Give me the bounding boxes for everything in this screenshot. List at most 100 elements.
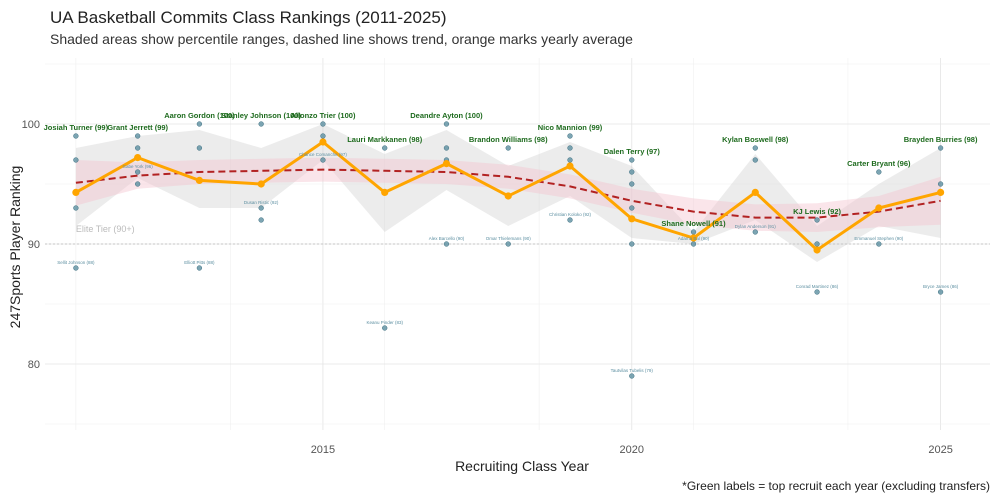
player-label: Christian Koloko (92) <box>549 212 592 217</box>
average-point <box>875 204 883 212</box>
player-label: Omar Thielemans (90) <box>486 236 531 241</box>
player-point <box>320 133 326 139</box>
player-point <box>567 145 573 151</box>
chart-title: UA Basketball Commits Class Rankings (20… <box>50 8 447 27</box>
player-point <box>382 145 388 151</box>
player-point <box>505 145 511 151</box>
top-recruit-label: Stanley Johnson (100) <box>221 111 301 120</box>
y-tick-label: 90 <box>28 239 40 251</box>
player-point <box>320 157 326 163</box>
average-point <box>751 188 759 196</box>
player-label: Conrad Martinez (86) <box>796 284 839 289</box>
player-point <box>814 241 820 247</box>
player-point <box>752 229 758 235</box>
player-point <box>876 241 882 247</box>
average-point <box>381 188 389 196</box>
player-point <box>937 145 944 151</box>
x-tick-label: 2020 <box>620 444 644 456</box>
player-labels: Josiah Turner (99) Sellit Johnson (88) Gra… <box>44 111 978 373</box>
average-point <box>72 188 80 196</box>
player-point <box>73 133 79 139</box>
trend-path <box>75 168 941 219</box>
top-recruit-label: Brayden Burries (98) <box>904 135 978 144</box>
player-point <box>752 145 758 151</box>
average-point <box>813 246 821 254</box>
player-point <box>629 205 635 211</box>
player-label: Bryce James (86) <box>923 284 959 289</box>
player-point <box>73 265 79 271</box>
average-point <box>319 138 327 146</box>
player-point <box>505 241 511 247</box>
player-point <box>258 217 264 223</box>
player-label: Adama Bal (90) <box>678 236 710 241</box>
player-point <box>629 241 635 247</box>
top-recruit-label: Lauri Markkanen (98) <box>347 135 423 144</box>
player-point <box>567 217 573 223</box>
top-recruit-label: Deandre Ayton (100) <box>410 111 483 120</box>
x-tick-label: 2025 <box>928 444 952 456</box>
y-axis-title: 247Sports Player Ranking <box>7 166 23 329</box>
y-tick-label: 100 <box>22 119 40 131</box>
average-point <box>689 234 698 242</box>
average-point <box>936 188 945 196</box>
player-label: Sellit Johnson (88) <box>57 260 95 265</box>
player-label: Dusan Ristic (92) <box>244 200 279 205</box>
player-point <box>443 241 450 247</box>
top-recruit-label: Aaron Gordon (100) <box>164 111 235 120</box>
player-point <box>134 133 141 139</box>
y-tick-label: 80 <box>28 359 40 371</box>
top-recruit-label: Allonzo Trier (100) <box>290 111 356 120</box>
average-point <box>566 162 574 170</box>
player-point <box>196 145 203 151</box>
player-point <box>814 289 820 295</box>
player-label: Keanu Pinder (83) <box>366 320 403 325</box>
average-point <box>257 180 265 188</box>
player-label: Tautvilas Tubelis (79) <box>611 368 654 373</box>
player-label: Gabe York (96) <box>123 164 154 169</box>
elite-tier-label: Elite Tier (90+) <box>76 224 135 234</box>
top-recruit-label: Brandon Williams (98) <box>469 135 548 144</box>
average-point <box>134 154 142 162</box>
player-point <box>752 157 758 163</box>
axis-ticks: 2015 2020 2025 80 90 100 <box>22 119 953 456</box>
player-point <box>258 121 264 127</box>
player-point <box>629 181 635 187</box>
player-point <box>814 217 820 223</box>
top-recruit-label: Grant Jerrett (99) <box>107 123 168 132</box>
player-point <box>258 205 264 211</box>
player-label: Dylan Anderson (91) <box>735 224 777 229</box>
player-label: Emmanuel Stephen (90) <box>854 236 903 241</box>
average-point <box>504 192 512 200</box>
player-point <box>629 157 635 163</box>
average-point <box>195 176 204 184</box>
top-recruit-label: Shane Nowell (91) <box>661 219 726 228</box>
top-recruit-label: Dalen Terry (97) <box>604 147 661 156</box>
player-point <box>443 121 450 127</box>
player-point <box>134 181 141 187</box>
trend-line <box>75 168 941 219</box>
top-recruit-label: Nico Mannion (99) <box>538 123 603 132</box>
x-tick-label: 2015 <box>311 444 335 456</box>
top-recruit-label: KJ Lewis (92) <box>793 207 841 216</box>
player-point <box>629 373 635 379</box>
player-point <box>937 289 944 295</box>
player-point <box>690 241 697 247</box>
player-label: Alex Barcello (90) <box>429 236 465 241</box>
chart-subtitle: Shaded areas show percentile ranges, das… <box>50 31 633 47</box>
top-recruit-label: Kylan Boswell (98) <box>722 135 789 144</box>
player-point <box>134 169 141 175</box>
player-point <box>567 133 573 139</box>
player-point <box>196 265 203 271</box>
player-point <box>320 121 326 127</box>
player-point <box>73 157 79 163</box>
player-point <box>443 145 450 151</box>
player-point <box>690 229 697 235</box>
x-axis-title: Recruiting Class Year <box>455 458 589 474</box>
player-point <box>876 169 882 175</box>
top-recruit-label: Josiah Turner (99) <box>44 123 109 132</box>
player-point <box>196 121 203 127</box>
player-point <box>134 145 141 151</box>
chart-caption: *Green labels = top recruit each year (e… <box>682 479 990 493</box>
player-point <box>73 205 79 211</box>
